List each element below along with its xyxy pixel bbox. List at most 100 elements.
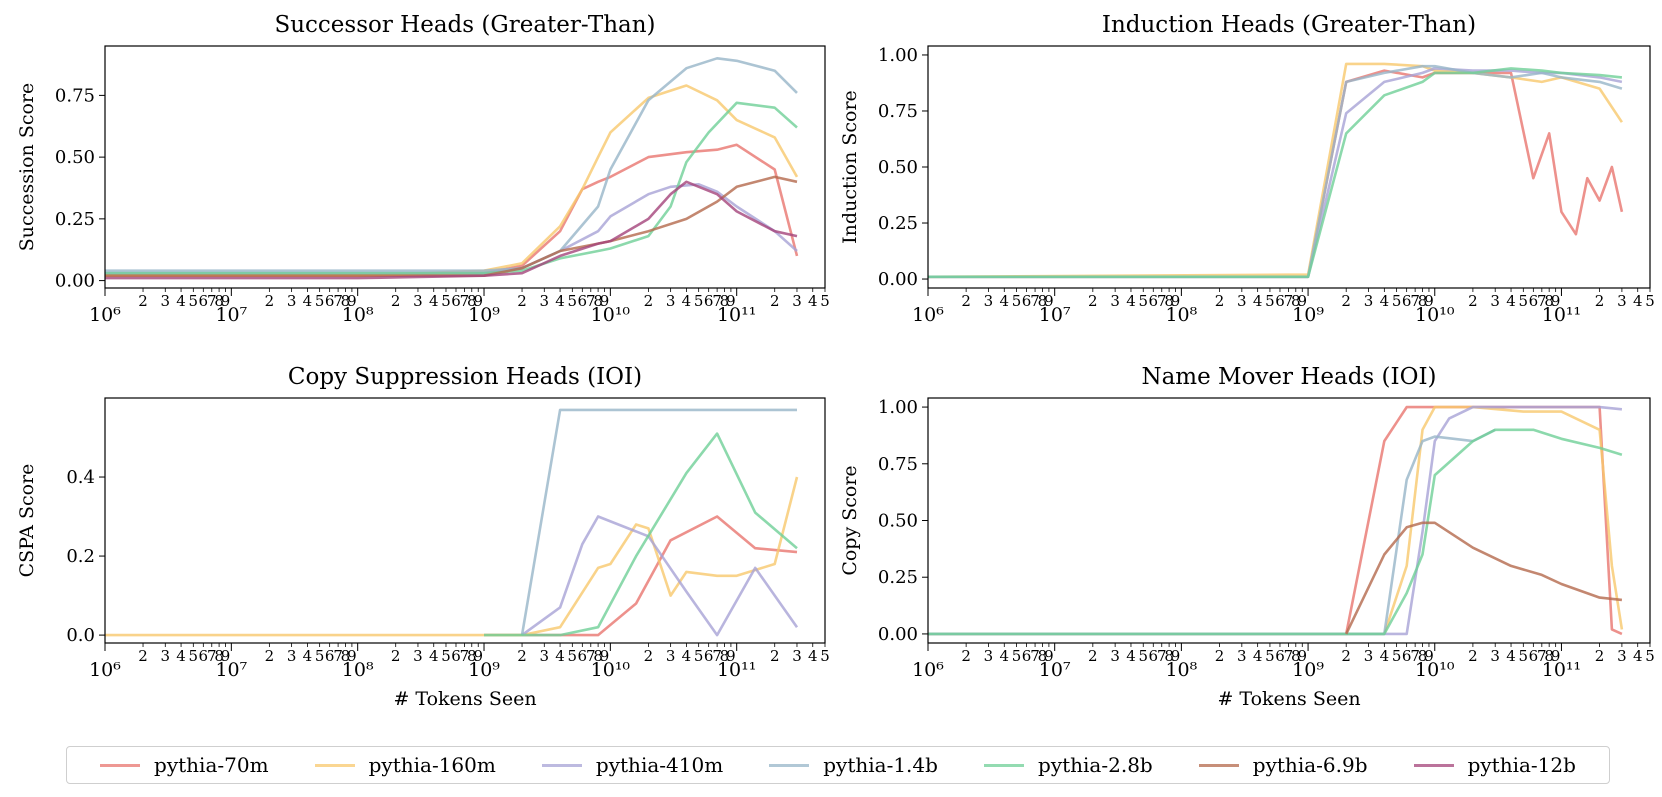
x-minor-tick-label: 7: [460, 647, 470, 665]
x-minor-tick-label: 9: [1044, 292, 1054, 310]
y-tick-label: 1.00: [878, 397, 918, 418]
y-tick-label: 0.00: [878, 624, 918, 645]
x-minor-tick-label: 3: [792, 647, 802, 665]
x-minor-tick-label: 9: [221, 647, 231, 665]
chart-title: Induction Heads (Greater-Than): [1102, 12, 1476, 38]
x-major-tick-label: 10¹⁰: [591, 659, 631, 681]
x-minor-tick-label: 6: [578, 292, 588, 310]
x-minor-tick-label: 3: [413, 647, 423, 665]
x-minor-tick-label: 7: [1157, 647, 1167, 665]
x-minor-tick-label: 9: [347, 292, 357, 310]
x-minor-tick-label: 8: [1544, 647, 1554, 665]
x-minor-tick-label: 4: [1126, 647, 1136, 665]
x-minor-tick-label: 4: [176, 647, 186, 665]
x-major-tick-label: 10⁹: [1292, 659, 1324, 681]
x-minor-tick-label: 7: [1410, 647, 1420, 665]
chart-panel-4: 0.00 0.25 0.50 0.75 1.00 10⁶ 10⁷ 10⁸ 10⁹ 10¹⁰ 10¹¹…: [839, 364, 1655, 710]
x-minor-tick-label: 6: [1402, 647, 1412, 665]
x-minor-tick-label: 3: [540, 647, 550, 665]
x-minor-tick-label: 8: [214, 292, 224, 310]
x-minor-tick-label: 6: [451, 647, 461, 665]
x-major-tick-label: 10⁷: [1039, 304, 1071, 326]
x-minor-tick-label: 5: [568, 647, 578, 665]
x-minor-tick-label: 2: [1215, 647, 1225, 665]
y-axis-label: CSPA Score: [16, 464, 38, 578]
series-line-pythia-410m: [521, 515, 799, 637]
x-minor-tick-label: 7: [1030, 647, 1040, 665]
x-minor-tick-label: 3: [1110, 292, 1120, 310]
x-minor-tick-label: 5: [1645, 647, 1655, 665]
legend-swatch: [314, 763, 355, 767]
series-line-pythia-410m: [928, 405, 1623, 636]
series-line-pythia-1.4b: [520, 408, 797, 636]
series-line-pythia-2.8b: [928, 67, 1623, 279]
x-minor-tick-label: 4: [1633, 292, 1643, 310]
x-minor-tick-label: 6: [704, 647, 714, 665]
x-minor-tick-label: 4: [682, 647, 692, 665]
legend-item: pythia-6.9b: [1198, 753, 1368, 777]
x-minor-tick-label: 7: [333, 647, 343, 665]
x-minor-tick-label: 4: [429, 292, 439, 310]
x-major-tick-label: 10⁶: [912, 304, 944, 326]
legend-swatch: [100, 763, 141, 767]
x-minor-tick-label: 3: [1237, 292, 1247, 310]
x-minor-tick-label: 9: [600, 647, 610, 665]
x-minor-tick-label: 2: [770, 292, 780, 310]
y-axis-label: Copy Score: [839, 465, 861, 575]
x-minor-tick-label: 2: [391, 292, 401, 310]
series-line-pythia-6.9b: [105, 175, 798, 278]
x-minor-tick-label: 2: [1595, 647, 1605, 665]
x-minor-tick-label: 4: [682, 292, 692, 310]
x-minor-tick-label: 9: [726, 647, 736, 665]
series-line-pythia-410m: [105, 183, 798, 275]
x-minor-tick-label: 6: [1022, 647, 1032, 665]
x-minor-tick-label: 9: [1297, 647, 1307, 665]
x-minor-tick-label: 4: [555, 292, 565, 310]
y-tick-label: 0.75: [878, 101, 918, 122]
x-major-tick-label: 10⁷: [1039, 659, 1071, 681]
x-minor-tick-label: 4: [1506, 647, 1516, 665]
x-minor-tick-label: 3: [540, 292, 550, 310]
x-minor-tick-label: 2: [961, 647, 971, 665]
x-minor-tick-label: 3: [161, 292, 171, 310]
x-minor-tick-label: 9: [473, 292, 483, 310]
x-minor-tick-label: 6: [1275, 292, 1285, 310]
x-minor-tick-label: 9: [1171, 292, 1181, 310]
x-minor-tick-label: 5: [1138, 292, 1148, 310]
x-major-tick-label: 10⁹: [468, 659, 500, 681]
x-minor-tick-label: 8: [1038, 292, 1048, 310]
y-tick-label: 0.2: [66, 546, 95, 567]
x-minor-tick-label: 4: [808, 292, 818, 310]
x-minor-tick-label: 9: [1551, 292, 1561, 310]
x-major-tick-label: 10¹¹: [1542, 659, 1581, 681]
x-minor-tick-label: 3: [1490, 292, 1500, 310]
x-minor-tick-label: 6: [1022, 292, 1032, 310]
x-minor-tick-label: 7: [1030, 292, 1040, 310]
legend-item: pythia-12b: [1413, 753, 1576, 777]
x-major-tick-label: 10¹⁰: [591, 304, 631, 326]
legend-label: pythia-70m: [154, 753, 269, 777]
chart-legend: pythia-70m pythia-160m pythia-410m pythia-1…: [66, 746, 1610, 784]
legend-swatch: [984, 763, 1025, 767]
x-minor-tick-label: 5: [568, 292, 578, 310]
x-minor-tick-label: 4: [1253, 292, 1263, 310]
y-tick-label: 0.4: [66, 467, 95, 488]
legend-label: pythia-1.4b: [823, 753, 938, 777]
x-major-tick-label: 10⁷: [215, 659, 247, 681]
x-minor-tick-label: 5: [441, 292, 451, 310]
x-minor-tick-label: 6: [1275, 647, 1285, 665]
x-axis-label: # Tokens Seen: [393, 688, 536, 710]
x-minor-tick-label: 8: [1418, 647, 1428, 665]
x-minor-tick-label: 3: [792, 292, 802, 310]
x-minor-tick-label: 7: [1537, 292, 1547, 310]
series-line-pythia-70m: [928, 69, 1624, 279]
x-minor-tick-label: 6: [578, 647, 588, 665]
legend-swatch: [541, 763, 582, 767]
x-minor-tick-label: 5: [820, 647, 830, 665]
x-minor-tick-label: 5: [1012, 292, 1022, 310]
x-minor-tick-label: 5: [1265, 647, 1275, 665]
x-minor-tick-label: 9: [1424, 292, 1434, 310]
y-tick-label: 0.0: [66, 625, 95, 646]
series-line-pythia-2.8b: [105, 101, 798, 275]
series-line-pythia-70m: [105, 143, 799, 278]
